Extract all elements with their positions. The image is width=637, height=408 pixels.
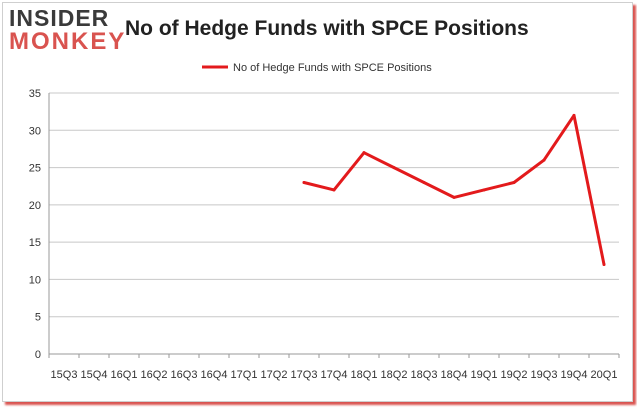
y-tick-label: 25 <box>29 163 41 175</box>
x-tick-label: 18Q4 <box>441 369 468 381</box>
x-tick-label: 19Q4 <box>561 369 588 381</box>
x-tick-label: 18Q1 <box>351 369 378 381</box>
data-point <box>332 188 336 192</box>
x-axis-ticks: 15Q3 15Q4 16Q1 16Q2 16Q3 16Q4 17Q1 17Q2 17Q3 17Q4… <box>51 369 618 381</box>
x-tick-label: 19Q3 <box>531 369 558 381</box>
y-axis-ticks: 0 5 10 15 20 25 30 35 <box>29 88 41 361</box>
y-tick-label: 0 <box>35 349 41 361</box>
data-point <box>482 188 486 192</box>
x-tick-label: 17Q3 <box>291 369 318 381</box>
y-tick-label: 20 <box>29 200 41 212</box>
x-tick-label: 16Q1 <box>111 369 138 381</box>
data-point <box>572 113 576 117</box>
y-tick-label: 5 <box>35 312 41 324</box>
x-tick-label: 15Q3 <box>51 369 78 381</box>
x-tick-label: 20Q1 <box>591 369 618 381</box>
data-point <box>452 195 456 199</box>
axes <box>48 93 620 358</box>
legend-label: No of Hedge Funds with SPCE Positions <box>233 62 432 74</box>
y-tick-label: 35 <box>29 88 41 100</box>
data-point <box>302 180 306 184</box>
x-tick-label: 16Q3 <box>171 369 198 381</box>
x-tick-label: 16Q2 <box>141 369 168 381</box>
data-point <box>542 158 546 162</box>
x-tick-label: 18Q2 <box>381 369 408 381</box>
x-tick-label: 18Q3 <box>411 369 438 381</box>
y-tick-label: 10 <box>29 274 41 286</box>
y-tick-label: 15 <box>29 237 41 249</box>
logo-text-monkey: MONKEY <box>9 28 127 55</box>
x-tick-label: 16Q4 <box>201 369 228 381</box>
insider-monkey-logo: INSIDER MONKEY <box>9 5 124 57</box>
gridlines <box>49 92 619 318</box>
series-group <box>302 113 606 267</box>
x-tick-label: 17Q1 <box>231 369 258 381</box>
y-tick-label: 30 <box>29 125 41 137</box>
x-tick-label: 15Q4 <box>81 369 108 381</box>
chart-title: No of Hedge Funds with SPCE Positions <box>125 17 529 40</box>
data-point <box>362 151 366 155</box>
data-point <box>392 166 396 170</box>
data-point <box>602 263 606 267</box>
data-point <box>512 180 516 184</box>
x-tick-label: 17Q2 <box>261 369 288 381</box>
x-tick-label: 19Q2 <box>501 369 528 381</box>
legend: No of Hedge Funds with SPCE Positions <box>202 62 432 74</box>
x-tick-label: 17Q4 <box>321 369 348 381</box>
x-tick-label: 19Q1 <box>471 369 498 381</box>
data-point <box>422 180 426 184</box>
logo-text-insider: INSIDER <box>9 5 110 31</box>
chart-frame: INSIDER MONKEY No of Hedge Funds with SP… <box>2 2 633 402</box>
